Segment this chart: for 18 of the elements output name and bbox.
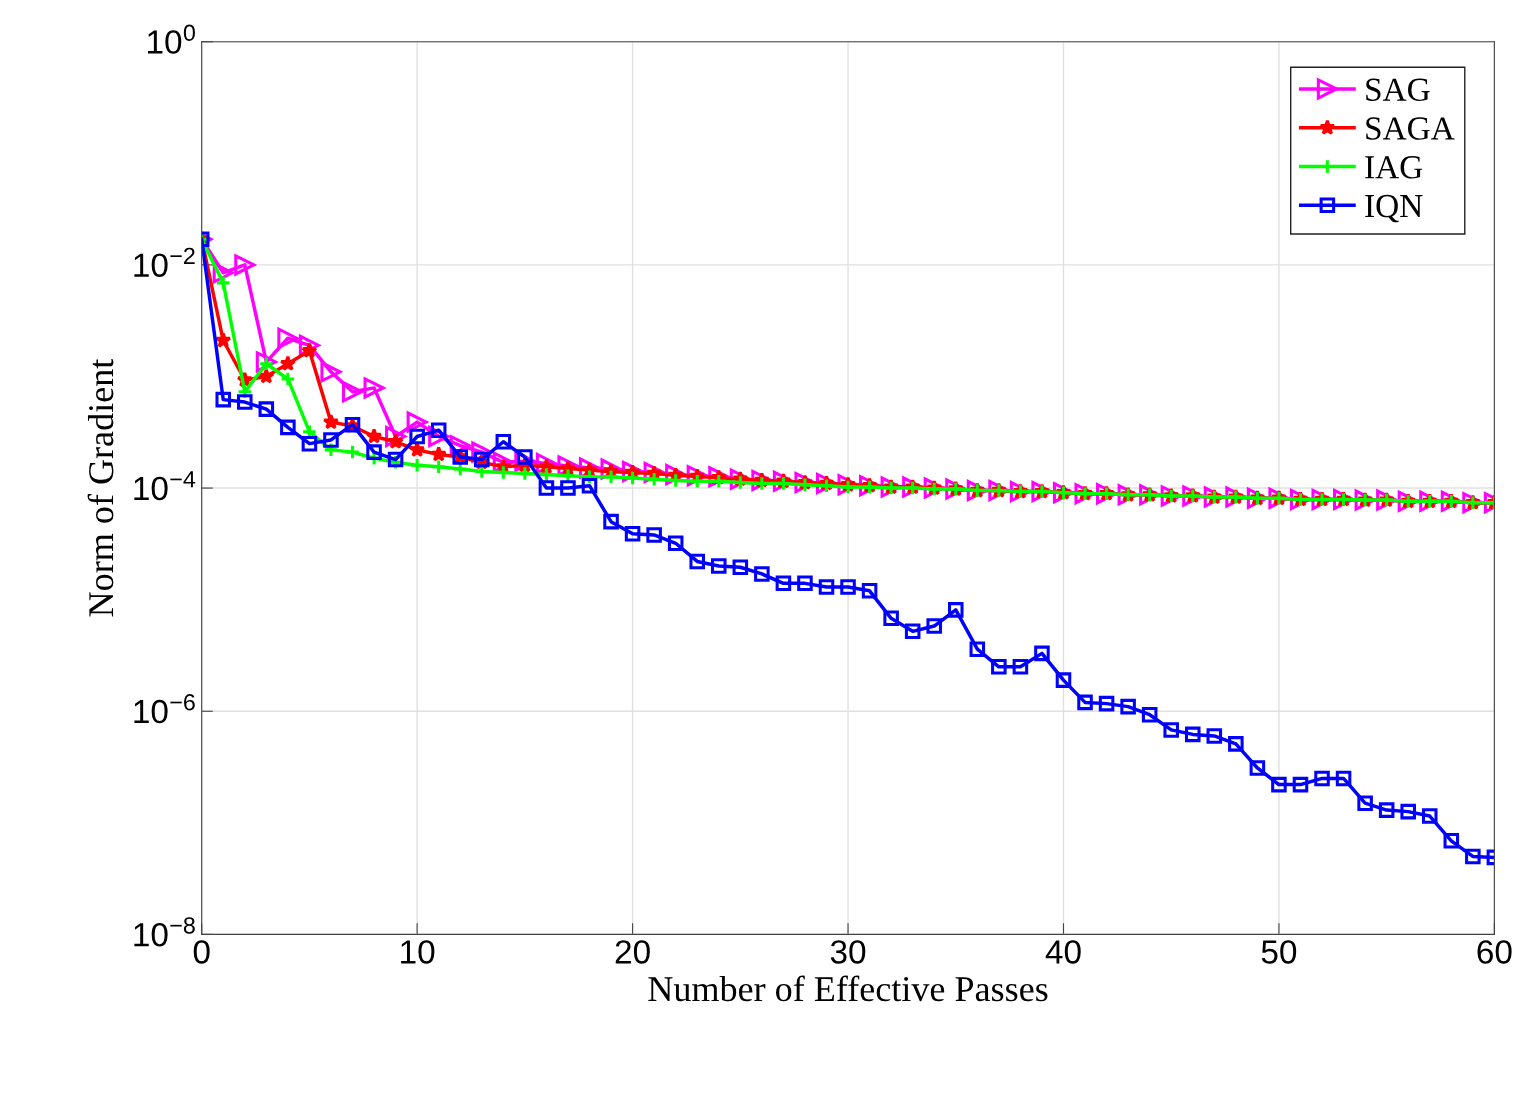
x-tick-label: 30 [830, 940, 866, 964]
legend-label: SAG [1366, 78, 1430, 101]
x-tick-label: 10 [401, 940, 435, 964]
y-tick-label: 10$^{−6}$ [134, 693, 195, 724]
y-axis-title: Norm of Gradient [87, 358, 114, 617]
x-tick-label: 60 [1477, 940, 1512, 964]
legend-label: SAGA [1366, 117, 1455, 140]
x-tick-label: 50 [1261, 940, 1297, 964]
x-tick-label: 40 [1045, 940, 1081, 964]
y-tick-label: 10$^{0}$ [148, 24, 195, 54]
x-axis-title: Number of Effective Passes [648, 975, 1048, 1002]
y-tick-label: 10$^{−2}$ [134, 247, 195, 278]
x-tick-label: 0 [193, 940, 210, 964]
legend-label: IQN [1365, 194, 1423, 223]
legend-label: IAG [1365, 156, 1423, 179]
x-tick-label: 20 [615, 940, 650, 964]
y-tick-label: 10$^{−8}$ [134, 917, 195, 947]
y-tick-label: 10$^{−4}$ [134, 471, 196, 501]
